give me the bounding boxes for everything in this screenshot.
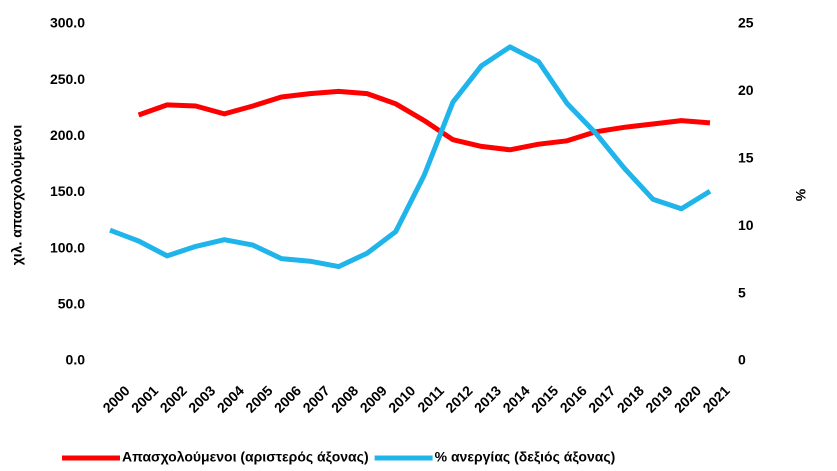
x-tick-label: 2001: [128, 382, 161, 415]
x-tick-label: 2006: [271, 382, 304, 415]
x-tick-label: 2017: [585, 382, 618, 415]
x-tick-label: 2007: [299, 382, 332, 415]
x-tick-label: 2018: [614, 382, 647, 415]
x-tick-label: 2013: [471, 382, 504, 415]
y2-axis-label: %: [793, 188, 809, 201]
legend-label: Απασχολούμενοι (αριστερός άξονας): [122, 449, 369, 465]
x-tick-label: 2016: [557, 382, 590, 415]
x-tick-label: 2012: [442, 382, 475, 415]
x-tick-label: 2008: [328, 382, 361, 415]
y-tick-label: 200.0: [50, 127, 85, 143]
y-tick-label: 100.0: [50, 239, 85, 255]
y-tick-label: 0.0: [66, 352, 86, 368]
y2-tick-label: 15: [738, 150, 754, 166]
y2-tick-label: 20: [738, 82, 754, 98]
x-tick-label: 2010: [385, 382, 418, 415]
x-tick-label: 2005: [242, 382, 275, 415]
x-tick-label: 2020: [671, 382, 704, 415]
x-tick-label: 2021: [699, 382, 732, 415]
y-axis-label: χιλ. απασχολούμενοι: [9, 125, 25, 266]
x-tick-label: 2003: [185, 382, 218, 415]
series-line: [109, 44, 712, 270]
x-tick-label: 2009: [357, 382, 390, 415]
y2-tick-label: 25: [738, 15, 754, 31]
x-tick-label: 2000: [99, 382, 132, 415]
x-tick-label: 2004: [214, 382, 247, 415]
x-tick-label: 2002: [157, 382, 190, 415]
y-tick-label: 150.0: [50, 183, 85, 199]
x-tick-label: 2015: [528, 382, 561, 415]
x-tick-label: 2014: [499, 382, 532, 415]
y-tick-label: 300.0: [50, 15, 85, 31]
y2-tick-label: 0: [738, 352, 746, 368]
x-tick-label: 2011: [414, 382, 447, 415]
y2-tick-label: 5: [738, 284, 746, 300]
x-tick-label: 2019: [642, 382, 675, 415]
series-line: [137, 88, 711, 153]
y-tick-label: 250.0: [50, 71, 85, 87]
legend-label: % ανεργίας (δεξιός άξονας): [435, 449, 616, 465]
y2-tick-label: 10: [738, 217, 754, 233]
y-tick-label: 50.0: [58, 296, 85, 312]
